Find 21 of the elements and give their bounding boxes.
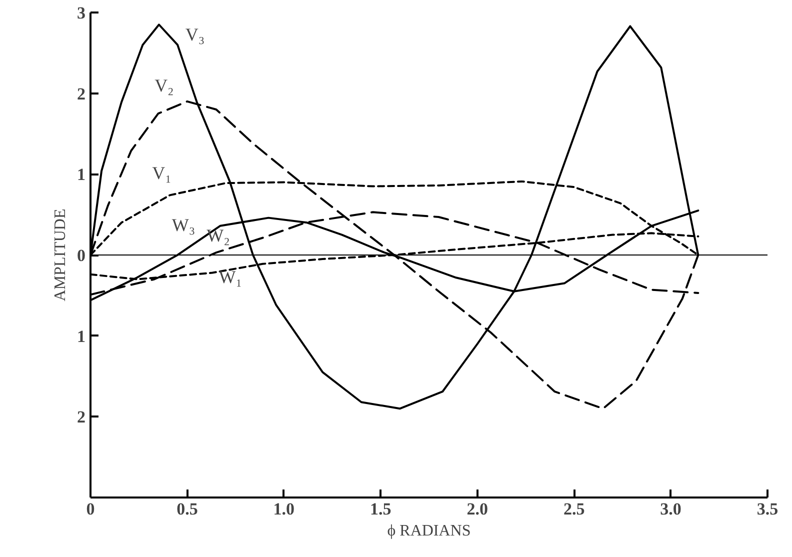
x-tick-label: 3.5 xyxy=(756,500,778,518)
y-tick-label: 2 xyxy=(77,408,86,427)
x-tick-label: 1.5 xyxy=(370,500,392,518)
y-tick-label: 2 xyxy=(77,84,86,104)
x-axis-title: ϕ RADIANS xyxy=(387,522,471,540)
y-tick-label: 1 xyxy=(77,165,86,184)
series-label: V₃ xyxy=(185,24,205,45)
series-label: W₂ xyxy=(206,226,230,246)
y-axis-title: AMPLITUDE xyxy=(52,208,69,302)
series-label: W₁ xyxy=(218,266,242,287)
series-label: V₁ xyxy=(152,163,172,184)
x-tick-label: 2.0 xyxy=(466,500,488,518)
x-tick-label: 2.5 xyxy=(563,500,585,518)
y-tick-label: 1 xyxy=(77,326,86,346)
series-label: V₂ xyxy=(154,76,174,96)
x-tick-label: 0.5 xyxy=(176,500,198,518)
x-tick-label: 1.0 xyxy=(273,500,295,518)
y-tick-label: 3 xyxy=(77,4,86,22)
series-label: W₃ xyxy=(172,215,196,235)
x-tick-label: 3.0 xyxy=(660,500,682,518)
y-tick-label: 0 xyxy=(77,246,86,265)
